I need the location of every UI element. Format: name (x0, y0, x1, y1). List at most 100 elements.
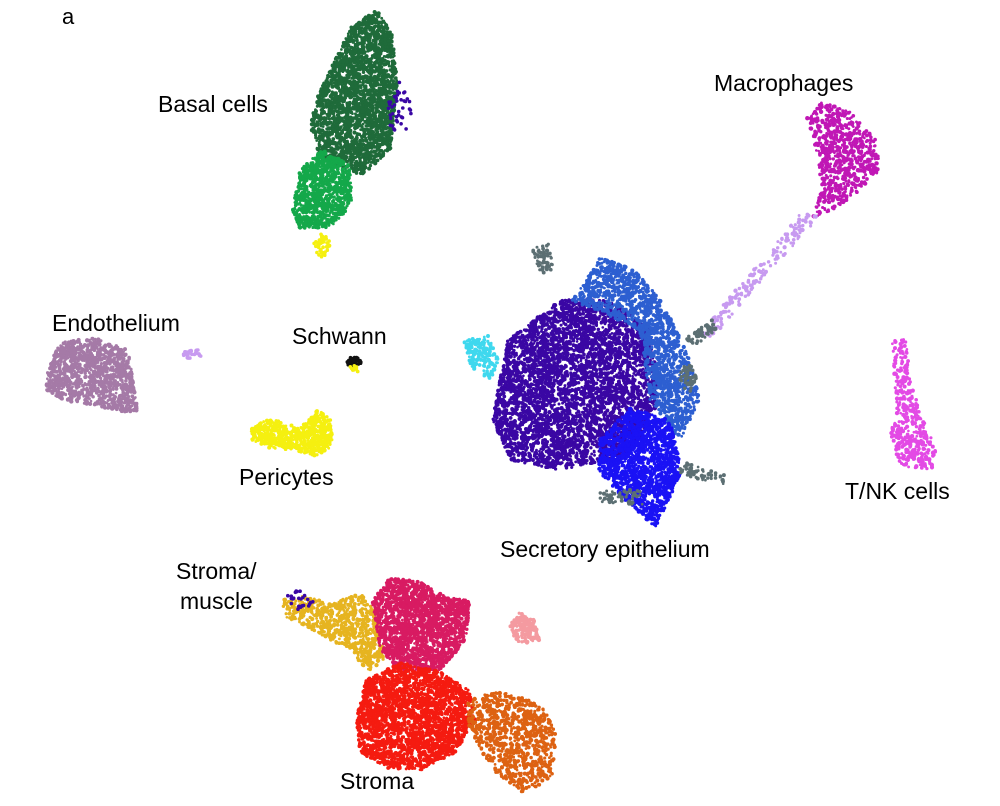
cell-point-macrophage-trail (780, 236, 784, 241)
cell-point-basal-dark (351, 54, 355, 59)
cell-point-macrophage-trail (774, 261, 778, 265)
cell-point-macrophages (841, 174, 846, 179)
cell-point-macrophages (860, 139, 864, 143)
cell-point-basal-light (296, 184, 302, 189)
cell-point-basal-light (331, 199, 335, 204)
cell-point-basal-dark (367, 166, 372, 171)
cell-point-basal-light (324, 158, 329, 163)
cell-point-basal-light (334, 218, 338, 222)
cell-point-macrophage-trail (719, 316, 724, 321)
cell-point-basal-dark (361, 18, 366, 23)
cell-point-basal-dark (357, 121, 361, 126)
cell-point-basal-dark (357, 41, 361, 46)
cell-point-macrophages (816, 198, 821, 203)
cell-point-basal-light (295, 210, 298, 214)
cell-point-basal-light (346, 199, 351, 204)
cell-point-macrophages (840, 126, 844, 131)
cell-point-macrophages (857, 121, 862, 125)
cell-point-basal-dark (372, 38, 376, 42)
cell-point-macrophages (819, 104, 824, 109)
cell-point-basal-dark (378, 83, 383, 87)
cell-point-basal-dark (371, 13, 375, 17)
cell-point-basal-dark (391, 55, 395, 59)
cell-point-macrophage-trail (801, 223, 805, 228)
cell-point-endothelium (69, 345, 74, 349)
cell-point-basal-dark (379, 101, 385, 106)
cell-point-basal-dark (391, 64, 395, 68)
cell-point-basal-light (345, 188, 348, 191)
cell-point-basal-dark (346, 127, 350, 130)
cell-point-basal-dark (377, 89, 381, 93)
cell-point-basal-dark (382, 68, 386, 72)
cell-point-basal-dark (388, 145, 393, 151)
cell-point-macrophages (841, 111, 846, 116)
cell-point-basal-dark (382, 70, 387, 75)
cell-point-macrophages (821, 191, 825, 195)
cell-point-basal-dark (358, 92, 363, 96)
cell-point-basal-dark (361, 138, 366, 143)
cell-point-basal-dark (373, 18, 379, 23)
cell-point-endothelium (130, 394, 135, 399)
cell-point-basal-light (323, 214, 327, 218)
cell-point-basal-light (334, 180, 338, 185)
cell-point-basal-dark (333, 150, 338, 155)
cell-point-basal-dark (349, 39, 353, 43)
cell-point-basal-dark (387, 89, 391, 93)
cell-point-basal-dark (334, 94, 339, 99)
cell-point-basal-dark (364, 105, 368, 109)
cell-point-macrophages (818, 109, 824, 114)
cell-point-basal-dark (393, 77, 397, 80)
cell-point-macrophages (834, 136, 839, 140)
cell-point-basal-dark (381, 109, 386, 114)
cell-point-macrophages (872, 148, 876, 153)
cell-point-basal-dark (368, 64, 373, 69)
cell-point-basal-dark (369, 19, 373, 22)
cell-point-basal-dark (360, 109, 365, 114)
cell-point-macrophage-trail (782, 245, 787, 250)
cell-point-macrophages (819, 130, 823, 134)
cell-point-macrophage-trail (789, 241, 793, 245)
cell-point-basal-light (293, 200, 297, 204)
cell-point-macrophage-trail (719, 313, 723, 317)
cell-point-macrophages (832, 178, 836, 182)
cell-point-endothelium (86, 346, 90, 350)
cell-point-basal-light (303, 194, 308, 199)
cell-point-basal-dark (389, 78, 393, 82)
cell-point-basal-light (322, 205, 327, 210)
cell-point-macrophage-trail (748, 283, 753, 288)
cell-point-macrophages (846, 174, 850, 177)
cell-point-macrophage-trail (764, 269, 768, 274)
cell-point-macrophages (814, 205, 818, 209)
cell-point-basal-dark (370, 119, 374, 124)
cell-point-basal-dark (352, 87, 356, 91)
cell-point-basal-dark (323, 144, 328, 148)
cell-point-basal-dark (377, 49, 380, 53)
cell-point-macrophages (847, 130, 853, 136)
cell-point-basal-dark (374, 152, 378, 156)
cell-point-macrophage-trail (746, 280, 751, 284)
cell-point-basal-dark (374, 42, 378, 46)
cell-point-macrophages (843, 187, 848, 191)
cell-point-basal-dark (370, 85, 375, 90)
cell-point-endothelium (53, 351, 58, 356)
cell-point-basal-dark (383, 33, 388, 39)
cell-point-basal-light (315, 175, 319, 179)
cell-point-basal-dark (367, 97, 370, 101)
cell-point-macrophage-trail (758, 262, 763, 268)
cell-point-basal-dark (379, 133, 384, 137)
cell-point-macrophages (827, 185, 831, 189)
cell-point-basal-dark (356, 102, 361, 107)
cell-point-macrophages (824, 162, 828, 166)
cell-point-macrophage-trail (733, 288, 738, 293)
cell-point-macrophages (855, 183, 858, 187)
cell-point-macrophages (858, 182, 863, 188)
cell-point-macrophages (823, 182, 827, 187)
cell-point-endothelium (51, 390, 55, 394)
cell-point-basal-dark (387, 64, 391, 68)
cell-point-basal-dark (353, 137, 359, 142)
cell-point-basal-dark (353, 64, 357, 68)
cell-point-basal-light (298, 196, 303, 201)
cell-point-basal-dark (314, 136, 318, 140)
cell-point-macrophage-trail (719, 320, 723, 324)
cell-point-basal-light (303, 222, 308, 227)
